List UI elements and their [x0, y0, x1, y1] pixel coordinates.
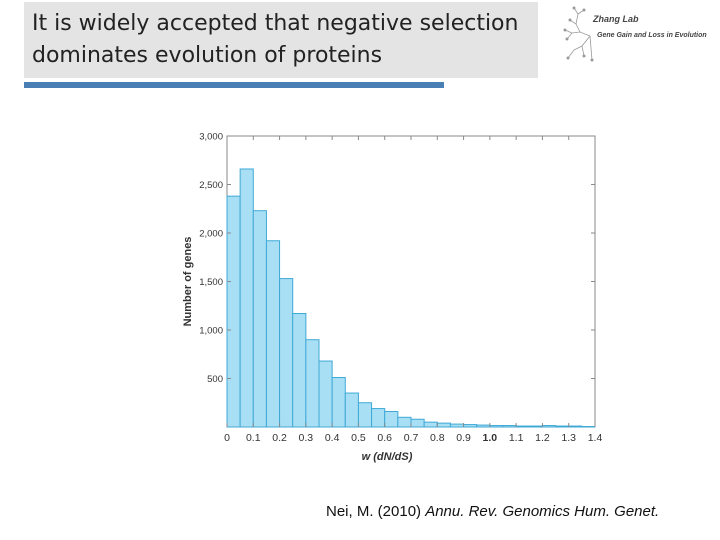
- y-tick-label: 1,500: [199, 277, 223, 288]
- y-tick-label: 2,000: [199, 229, 223, 240]
- x-tick-label: 0.5: [351, 432, 366, 444]
- x-tick-label: 0.3: [299, 432, 314, 444]
- x-tick-label: 0.4: [325, 432, 340, 444]
- histogram-bar: [528, 425, 543, 428]
- histogram-bar: [279, 278, 294, 428]
- histogram-bar: [397, 416, 412, 428]
- histogram-bar: [292, 313, 307, 428]
- logo-name: Zhang Lab: [593, 14, 639, 24]
- histogram-svg: 500 1,000 1,500 2,000 2,500 3,000 0 0.1 0.2 0.3 0.…: [182, 132, 603, 464]
- x-tick-label: 0: [224, 432, 230, 444]
- histogram-bar: [344, 392, 359, 428]
- x-tick-label: 1.3: [561, 432, 576, 444]
- histogram-bar: [515, 425, 530, 428]
- histogram-bar: [226, 195, 241, 428]
- x-tick-label: 0.6: [377, 432, 392, 444]
- histogram-bar: [265, 240, 281, 428]
- histogram-bar: [489, 425, 504, 428]
- histogram-bar: [252, 210, 267, 428]
- histogram-bar: [502, 425, 517, 428]
- y-tick-label: 2,500: [199, 180, 223, 191]
- tree-logo-icon: [563, 6, 594, 62]
- histogram-bar: [384, 410, 399, 428]
- slide-title: It is widely accepted that negative sele…: [32, 11, 519, 68]
- y-axis-label: Number of genes: [182, 237, 194, 327]
- x-axis-label: w (dN/dS): [362, 451, 413, 463]
- x-tick-label: 1.4: [588, 432, 603, 444]
- x-tick-label: 1.2: [535, 432, 550, 444]
- x-tick-label: 1.0: [483, 432, 498, 444]
- histogram-bar: [331, 377, 346, 428]
- lab-logo: Zhang Lab Gene Gain and Loss in Evolutio…: [562, 2, 720, 66]
- histogram-bar: [410, 418, 425, 428]
- x-tick-label: 0.1: [246, 432, 261, 444]
- y-tick-label: 3,000: [199, 132, 223, 143]
- histogram-bar: [568, 425, 583, 428]
- y-tick-label: 1,000: [199, 326, 223, 337]
- y-tick-label: 500: [207, 374, 223, 385]
- histogram-chart: 500 1,000 1,500 2,000 2,500 3,000 0 0.1 0.2 0.3 0.…: [170, 126, 610, 466]
- histogram-bar: [463, 424, 478, 428]
- x-tick-label: 0.8: [430, 432, 445, 444]
- x-tick-label: 0.7: [404, 432, 419, 444]
- citation-journal: Annu. Rev. Genomics Hum. Genet.: [425, 503, 660, 520]
- histogram-bar: [555, 425, 570, 428]
- citation: Nei, M. (2010) Annu. Rev. Genomics Hum. …: [326, 503, 659, 520]
- x-tick-label: 0.2: [272, 432, 287, 444]
- histogram-bar: [476, 424, 491, 428]
- histogram-bar: [305, 339, 320, 428]
- histogram-bar: [357, 402, 373, 428]
- histogram-bar: [239, 168, 254, 428]
- histogram-bar: [541, 425, 557, 428]
- histogram-bar: [371, 408, 386, 428]
- histogram-bar: [449, 423, 465, 428]
- title-underline-bar: [24, 82, 444, 88]
- x-tick-label: 1.1: [509, 432, 524, 444]
- histogram-bar: [318, 360, 333, 428]
- histogram-bar: [436, 422, 451, 428]
- citation-authors: Nei, M. (2010): [326, 503, 426, 520]
- slide-title-box: It is widely accepted that negative sele…: [24, 2, 538, 78]
- logo-subtitle: Gene Gain and Loss in Evolution: [597, 32, 707, 39]
- x-tick-label: 0.9: [456, 432, 471, 444]
- histogram-bar: [423, 421, 438, 428]
